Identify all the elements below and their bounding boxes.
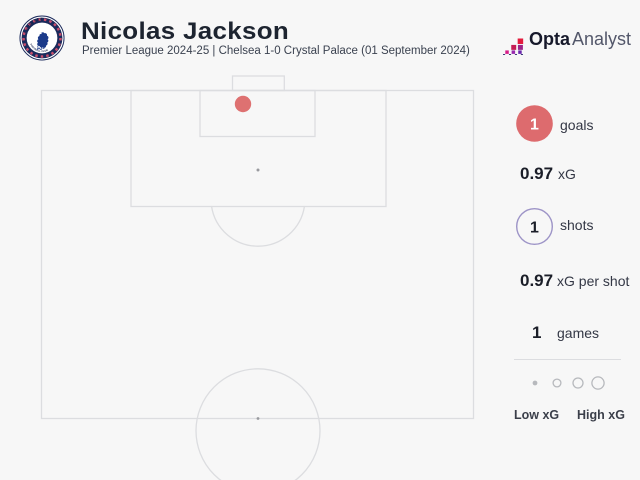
svg-text:1: 1: [530, 117, 539, 134]
svg-text:1: 1: [530, 220, 539, 237]
